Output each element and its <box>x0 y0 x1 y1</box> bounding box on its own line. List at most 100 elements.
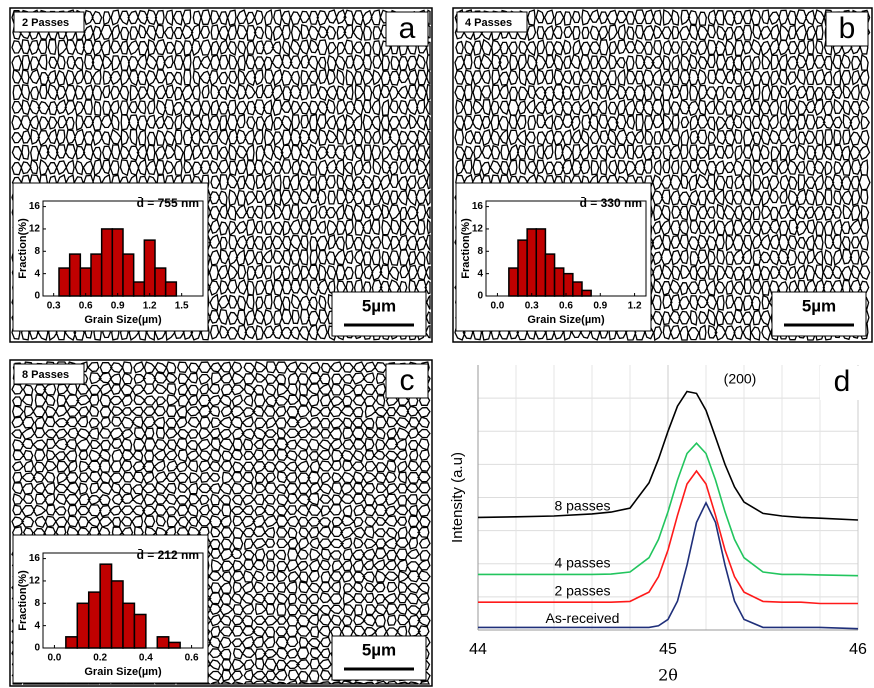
bar <box>65 636 79 649</box>
bar <box>100 228 114 297</box>
panel-letter: d <box>834 365 851 398</box>
y-tick-label: 0 <box>34 643 40 654</box>
bar <box>535 228 547 297</box>
bar <box>553 267 565 297</box>
series-label: 8 passes <box>554 498 610 514</box>
scale-bar-label: 5µm <box>362 640 396 659</box>
panel-letter-box <box>385 11 429 47</box>
bar <box>526 228 538 297</box>
bar <box>122 602 136 649</box>
bar <box>167 641 181 649</box>
bar <box>87 591 101 649</box>
panel-letter-box <box>825 11 869 47</box>
bar <box>122 253 135 297</box>
xrd-curve <box>478 500 859 630</box>
panel-letter: c <box>400 364 415 397</box>
x-axis-label: 2θ <box>658 666 678 685</box>
y-tick-label: 8 <box>34 598 40 609</box>
bar <box>68 253 82 297</box>
pass-label-box <box>456 11 528 33</box>
y-axis-label: Fraction(%) <box>460 218 472 279</box>
bar <box>99 563 113 649</box>
mean-size: d̄ = 755 nm <box>137 196 199 210</box>
y-tick-label: 0 <box>477 291 483 302</box>
bar <box>517 239 528 297</box>
series-label: 2 passes <box>554 582 610 598</box>
pass-label: 2 Passes <box>22 17 69 29</box>
series-label: As-received <box>546 610 620 626</box>
pass-label-box <box>13 363 85 385</box>
bar <box>133 613 147 649</box>
y-tick-label: 16 <box>29 201 41 212</box>
scale-bar-box <box>331 635 427 681</box>
pass-label: 8 Passes <box>22 369 69 381</box>
bar <box>562 272 574 297</box>
bar <box>111 228 124 297</box>
x-tick-label: 0.2 <box>93 653 107 664</box>
y-tick-label: 4 <box>34 268 40 279</box>
bar <box>79 267 92 297</box>
bar <box>156 636 170 649</box>
plot-frame <box>42 200 204 297</box>
y-tick-label: 4 <box>477 268 483 279</box>
y-tick-label: 16 <box>29 553 41 564</box>
panel-letter-box <box>820 366 864 400</box>
bar <box>154 267 167 297</box>
x-tick-label: 0.6 <box>559 301 573 312</box>
y-tick-label: 12 <box>472 224 484 235</box>
peak-label: (200) <box>724 371 757 387</box>
xrd-curve <box>477 390 859 521</box>
y-axis-label: Fraction(%) <box>17 570 29 631</box>
scale-bar-box <box>771 291 867 337</box>
bar <box>143 239 156 297</box>
x-tick-label: 45 <box>659 641 677 658</box>
x-tick-label: 0.6 <box>185 653 199 664</box>
bar <box>508 267 519 297</box>
x-tick-label: 0.0 <box>47 653 61 664</box>
plot-frame <box>42 552 204 649</box>
y-tick-label: 8 <box>34 246 40 257</box>
scale-bar-label: 5µm <box>802 296 836 315</box>
pass-label-box <box>13 11 85 33</box>
y-tick-label: 4 <box>34 620 40 631</box>
mean-size: d̄ = 212 nm <box>137 548 199 562</box>
pass-label: 4 Passes <box>465 17 512 29</box>
x-tick-label: 44 <box>469 641 487 658</box>
bar <box>90 253 103 297</box>
y-tick-label: 16 <box>472 201 484 212</box>
bar <box>132 281 146 297</box>
y-tick-label: 12 <box>29 576 41 587</box>
x-axis-label: Grain Size(µm) <box>84 666 162 678</box>
y-axis-label: Intensity (a.u) <box>449 452 466 543</box>
bar <box>544 253 556 297</box>
x-axis-label: Grain Size(µm) <box>84 314 162 326</box>
x-axis-label: Grain Size(µm) <box>527 314 605 326</box>
panel-letter-box <box>385 363 429 399</box>
x-tick-label: 0.4 <box>139 653 153 664</box>
x-tick-label: 0.6 <box>79 301 93 312</box>
bar <box>572 281 583 297</box>
x-tick-label: 1.2 <box>143 301 157 312</box>
x-tick-label: 0.9 <box>111 301 125 312</box>
x-tick-label: 0.3 <box>47 301 61 312</box>
xrd-curve <box>478 442 859 577</box>
bar <box>581 289 592 297</box>
panel-letter: b <box>839 12 856 45</box>
x-tick-label: 0.9 <box>593 301 607 312</box>
x-tick-label: 0.0 <box>490 301 504 312</box>
scale-bar-box <box>331 291 427 337</box>
y-tick-label: 0 <box>34 291 40 302</box>
x-tick-label: 1.5 <box>175 301 189 312</box>
x-tick-label: 0.3 <box>525 301 539 312</box>
series-label: 4 passes <box>554 554 610 570</box>
y-axis-label: Fraction(%) <box>17 218 29 279</box>
bar <box>58 267 71 297</box>
x-tick-label: 46 <box>849 641 867 658</box>
bar <box>110 580 124 649</box>
y-tick-label: 12 <box>29 224 41 235</box>
bar <box>164 281 178 297</box>
x-tick-label: 1.2 <box>628 301 642 312</box>
y-tick-label: 8 <box>477 246 483 257</box>
